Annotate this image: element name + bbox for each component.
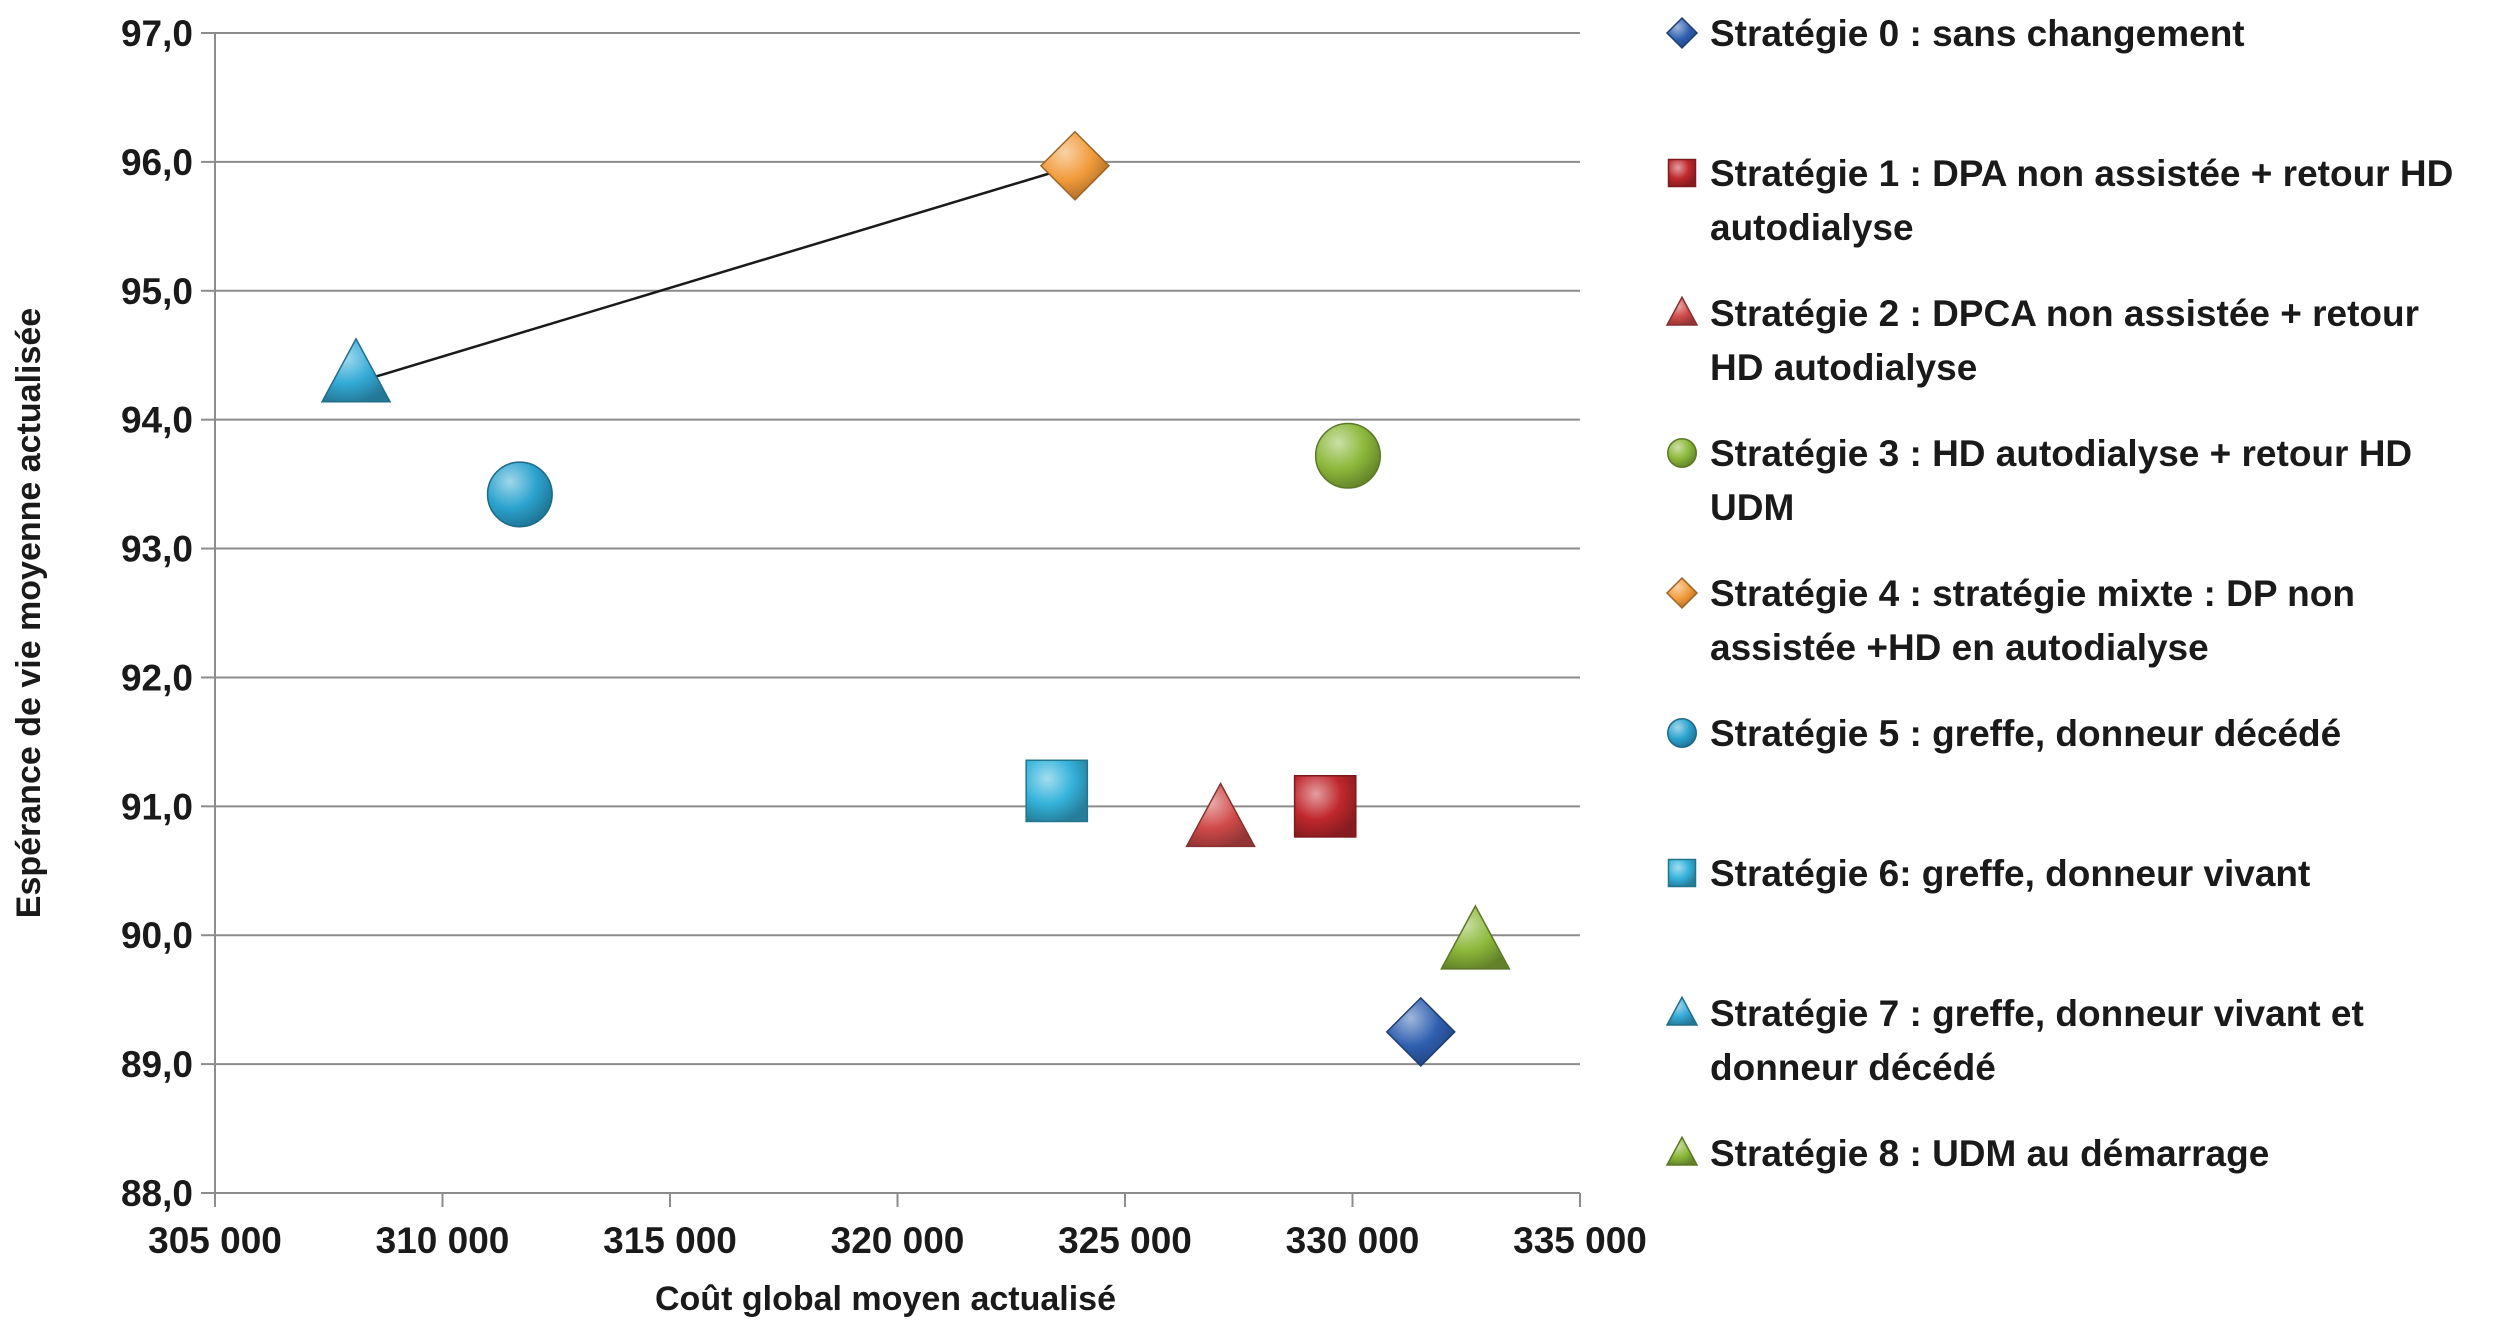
- legend-item-8: Stratégie 8 : UDM au démarrage: [1665, 1133, 2269, 1174]
- x-tick-label: 320 000: [831, 1220, 965, 1261]
- legend-label: donneur décédé: [1710, 1047, 1996, 1088]
- legend-item-4: Stratégie 4 : stratégie mixte : DP non as…: [1665, 573, 2355, 668]
- y-tick-label: 91,0: [121, 786, 193, 827]
- data-point-strategie-7: [320, 337, 392, 403]
- x-tick-label: 335 000: [1513, 1220, 1647, 1261]
- legend-marker-5: [1667, 718, 1697, 748]
- y-tick-label: 95,0: [121, 271, 193, 312]
- legend-label: Stratégie 3 : HD autodialyse + retour HD: [1710, 433, 2412, 474]
- y-tick-label: 94,0: [121, 400, 193, 441]
- legend-marker-3: [1667, 438, 1697, 468]
- legend-item-1: Stratégie 1 : DPA non assistée + retour …: [1667, 153, 2453, 248]
- legend-label: UDM: [1710, 487, 1794, 528]
- legend-item-7: Stratégie 7 : greffe, donneur vivant et d…: [1665, 993, 2364, 1088]
- legend-item-3: Stratégie 3 : HD autodialyse + retour HD…: [1667, 433, 2412, 528]
- gridlines: [215, 32, 1580, 1066]
- efficiency-frontier-line: [355, 164, 1076, 384]
- x-tick-label: 310 000: [376, 1220, 510, 1261]
- x-axis-title: Coût global moyen actualisé: [655, 1280, 1116, 1318]
- data-point-strategie-8: [1440, 904, 1511, 970]
- y-tick-label: 92,0: [121, 657, 193, 698]
- legend-item-0: Stratégie 0 : sans changement: [1665, 13, 2245, 54]
- legend-marker-0: [1665, 16, 1699, 50]
- legend-marker-1: [1667, 158, 1697, 188]
- data-point-strategie-0: [1385, 996, 1456, 1067]
- legend-label: HD autodialyse: [1710, 347, 1977, 388]
- legend-label: assistée +HD en autodialyse: [1710, 627, 2209, 668]
- axes: 88,0 89,0 90,0 91,0 92,0 93,0 94,0 95,0 96,0 97,0…: [121, 13, 1647, 1261]
- legend-label: autodialyse: [1710, 207, 1914, 248]
- y-tick-label: 97,0: [121, 13, 193, 54]
- legend-label: Stratégie 4 : stratégie mixte : DP non: [1710, 573, 2355, 614]
- x-tick-label: 315 000: [603, 1220, 737, 1261]
- legend-marker-8: [1665, 1135, 1699, 1166]
- y-tick-label: 88,0: [121, 1173, 193, 1214]
- x-tick-label: 330 000: [1286, 1220, 1420, 1261]
- y-tick-label: 90,0: [121, 915, 193, 956]
- y-tick-label: 93,0: [121, 529, 193, 570]
- legend-label: Stratégie 1 : DPA non assistée + retour …: [1710, 153, 2453, 194]
- data-point-strategie-2: [1185, 781, 1256, 848]
- legend: Stratégie 0 : sans changement Stratégie 1…: [1665, 13, 2453, 1174]
- data-points: [320, 130, 1511, 1067]
- legend-label: Stratégie 5 : greffe, donneur décédé: [1710, 713, 2341, 754]
- legend-label: Stratégie 7 : greffe, donneur vivant et: [1710, 993, 2364, 1034]
- y-tick-label: 89,0: [121, 1044, 193, 1085]
- legend-item-2: Stratégie 2 : DPCA non assistée + retour…: [1665, 293, 2419, 388]
- legend-item-5: Stratégie 5 : greffe, donneur décédé: [1667, 713, 2341, 754]
- x-tick-label: 305 000: [148, 1220, 282, 1261]
- legend-marker-2: [1665, 295, 1699, 326]
- legend-label: Stratégie 2 : DPCA non assistée + retour: [1710, 293, 2419, 334]
- legend-marker-6: [1667, 858, 1697, 888]
- data-point-strategie-4: [1039, 130, 1111, 201]
- data-point-strategie-6: [1025, 759, 1089, 823]
- data-point-strategie-5: [486, 461, 553, 528]
- y-tick-label: 96,0: [121, 142, 193, 183]
- legend-item-6: Stratégie 6: greffe, donneur vivant: [1667, 853, 2310, 894]
- legend-label: Stratégie 6: greffe, donneur vivant: [1710, 853, 2310, 894]
- data-point-strategie-3: [1314, 422, 1381, 489]
- x-tick-label: 325 000: [1058, 1220, 1192, 1261]
- legend-marker-4: [1665, 576, 1699, 610]
- legend-label: Stratégie 0 : sans changement: [1710, 13, 2245, 54]
- legend-marker-7: [1665, 995, 1699, 1026]
- y-axis-title: Espérance de vie moyenne actualisée: [10, 308, 48, 918]
- legend-label: Stratégie 8 : UDM au démarrage: [1710, 1133, 2269, 1174]
- data-point-strategie-1: [1293, 774, 1357, 838]
